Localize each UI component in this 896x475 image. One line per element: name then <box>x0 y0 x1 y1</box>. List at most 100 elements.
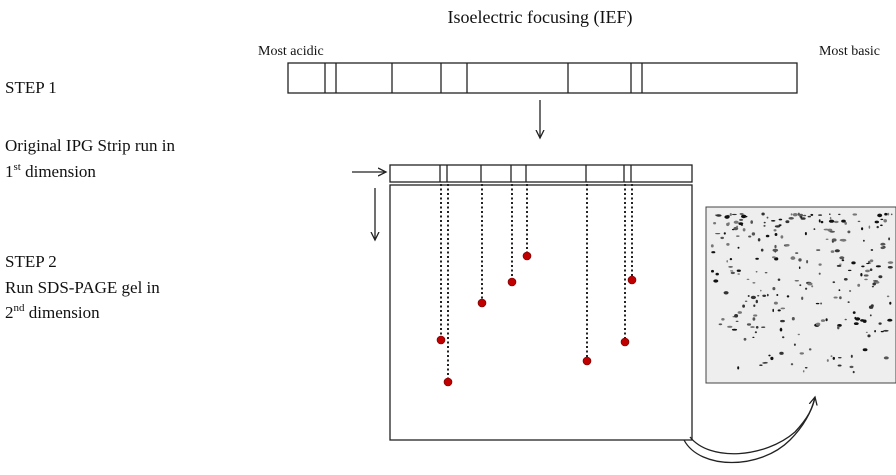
sup: st <box>14 161 21 173</box>
photo-spot <box>869 268 873 272</box>
photo-spot <box>798 258 802 262</box>
photo-spot <box>880 330 884 333</box>
step1-line2: 1st dimension <box>5 161 96 181</box>
photo-spot <box>863 274 869 277</box>
photo-spot <box>807 282 813 286</box>
photo-spot <box>720 236 724 240</box>
step2-line1: Run SDS-PAGE gel in <box>5 278 160 297</box>
photo-spot <box>799 284 802 287</box>
num: 1 <box>5 162 14 181</box>
photo-spot <box>726 260 728 263</box>
photo-spot <box>861 227 864 231</box>
strip-bands <box>324 63 643 93</box>
photo-spot <box>788 217 794 220</box>
photo-spot <box>826 359 829 362</box>
photo-spot <box>865 269 870 273</box>
photo-spot <box>798 266 801 270</box>
photo-spot <box>884 212 888 216</box>
photo-spot <box>721 318 725 321</box>
photo-spot <box>843 278 848 281</box>
photo-spot <box>876 225 879 229</box>
photo-spot <box>774 225 781 228</box>
photo-spot <box>791 317 795 321</box>
photo-spot <box>750 295 757 300</box>
photo-spot <box>748 235 752 238</box>
photo-spot <box>780 235 784 239</box>
photo-spot <box>728 222 730 226</box>
photo-spot <box>723 232 726 235</box>
photo-spot <box>755 299 758 304</box>
photo-spot <box>823 228 829 231</box>
photo-spot <box>855 317 861 321</box>
photo-spot <box>731 328 738 331</box>
photo-spot <box>729 258 733 261</box>
photo-spot <box>815 302 820 305</box>
photo-spot <box>852 370 855 374</box>
photo-spot <box>716 214 722 217</box>
photo-spot <box>773 301 778 305</box>
ipg-strip <box>389 164 693 183</box>
photo-spot <box>736 225 739 228</box>
photo-spot <box>883 356 889 360</box>
photo-spot <box>813 228 816 230</box>
photo-spot <box>780 319 785 323</box>
photo-spot <box>710 244 714 248</box>
photo-spot <box>878 322 882 325</box>
photo-spot <box>883 219 887 223</box>
photo-spot <box>750 220 753 224</box>
gel-photo-spots <box>710 212 894 374</box>
photo-spot <box>790 213 793 216</box>
photo-spot <box>795 252 799 254</box>
photo-spot <box>889 301 892 305</box>
photo-spot <box>844 318 847 321</box>
text: dimension <box>25 303 101 322</box>
photo-spot <box>888 237 890 241</box>
photo-spot <box>873 280 878 282</box>
photo-spot <box>857 283 861 287</box>
photo-spot <box>778 218 783 221</box>
photo-spot <box>829 230 835 233</box>
photo-spot <box>831 238 837 242</box>
photo-spot <box>838 357 842 359</box>
photo-spot <box>785 220 790 224</box>
photo-spot <box>757 238 761 242</box>
photo-spot <box>752 336 755 338</box>
photo-spot <box>818 272 821 275</box>
photo-spot <box>825 318 828 322</box>
photo-spot <box>753 304 756 308</box>
spot <box>436 335 446 345</box>
photo-spot <box>837 325 840 330</box>
photo-spot <box>810 213 814 216</box>
photo-spot <box>743 337 747 341</box>
photo-spot <box>883 329 889 332</box>
photo-spot <box>772 256 776 259</box>
photo-spot <box>816 249 821 251</box>
photo-spot <box>797 212 800 216</box>
photo-spot <box>862 348 868 352</box>
photo-spot <box>847 301 850 303</box>
photo-spot <box>880 224 883 227</box>
ief-strip <box>287 62 798 94</box>
photo-spot <box>733 220 739 224</box>
gel-bands <box>436 165 637 387</box>
photo-spot <box>762 294 767 297</box>
step2-label: STEP 2 <box>5 252 57 271</box>
photo-spot <box>847 269 852 272</box>
photo-spot <box>737 311 742 314</box>
spot <box>620 337 630 347</box>
photo-spot <box>772 308 774 313</box>
photo-spot <box>755 271 758 273</box>
photo-spot <box>779 351 784 355</box>
photo-spot <box>830 355 833 358</box>
num: 2 <box>5 303 14 322</box>
photo-spot <box>804 232 807 236</box>
photo-spot <box>839 238 846 242</box>
photo-spot <box>739 213 744 215</box>
photo-spot <box>715 233 721 235</box>
title: Isoelectric focusing (IEF) <box>448 7 633 28</box>
photo-spot <box>799 213 803 217</box>
photo-spot <box>754 331 758 334</box>
photo-spot <box>877 213 883 218</box>
photo-spot <box>759 364 763 367</box>
